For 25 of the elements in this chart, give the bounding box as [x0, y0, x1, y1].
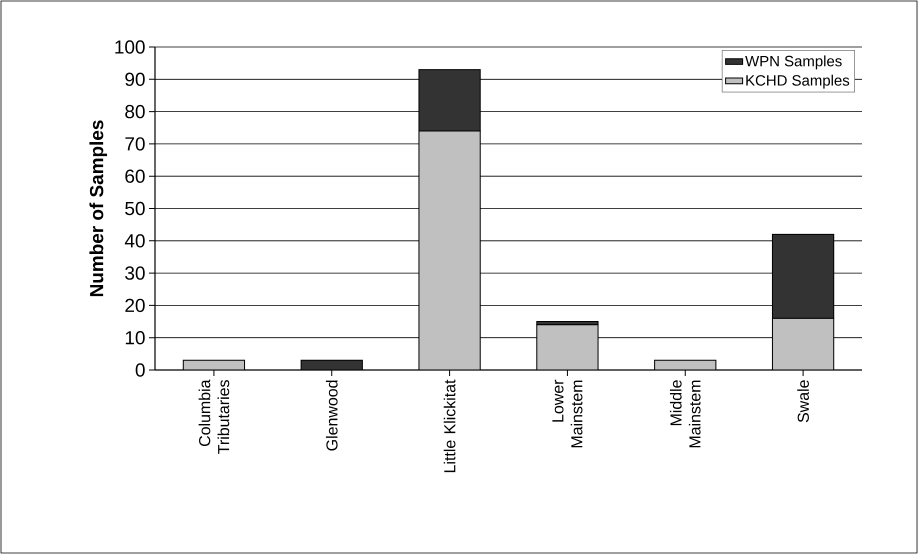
y-tick-label: 90 [125, 72, 145, 86]
x-tick-label: Columbia Tributaries [198, 380, 230, 454]
y-tick-label: 30 [125, 266, 145, 280]
y-axis-title: Number of Samples [89, 120, 108, 296]
y-tick-label: 60 [125, 169, 145, 183]
y-tick-label: 20 [125, 298, 145, 312]
legend-label: KCHD Samples [746, 74, 850, 89]
legend-label: WPN Samples [745, 55, 842, 70]
x-tick-label: Lower Mainstem [552, 380, 582, 448]
y-tick-label: 100 [115, 40, 145, 54]
x-tick-label: Glenwood [326, 380, 338, 450]
y-tick-label: 10 [126, 330, 145, 344]
x-tick-label: Middle Mainstem [670, 380, 701, 448]
bar [536, 324, 599, 370]
y-tick-label: 0 [136, 363, 145, 377]
bar [772, 234, 834, 319]
bar [418, 130, 481, 370]
y-tick-label: 40 [124, 234, 145, 248]
y-tick-label: 70 [125, 137, 145, 151]
x-tick-label: Swale [797, 380, 809, 422]
y-tick-label: 80 [125, 104, 145, 118]
y-tick-label: 50 [125, 202, 145, 216]
x-tick-label: Little Klickitat [444, 380, 456, 472]
bar [418, 69, 481, 132]
bar [772, 318, 834, 370]
